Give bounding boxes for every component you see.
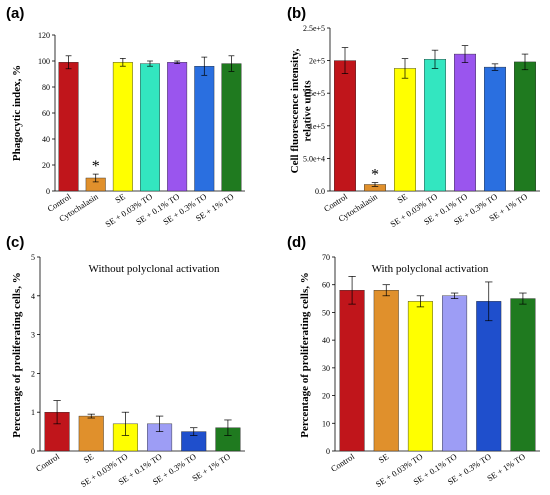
chart-title: With polyclonal activation: [372, 263, 489, 275]
x-tick-label: SE + 1% TO: [485, 451, 527, 483]
y-tick-label: 2.5e+5: [303, 24, 325, 33]
chart-panel-c: (c) 0 1 2 3 4 5 Percentage of proliferating cel…: [6, 234, 245, 489]
y-tick-label: 60: [42, 109, 50, 118]
y-axis-title-line-1: Cell fluorescence intensity,: [289, 48, 301, 173]
chart-panel-b: (b) 0.0 5.0e+4 1e+5 1.5e+5 2e+5 2.5e+5 Cell flu…: [287, 5, 540, 229]
y-tick-label: 20: [42, 161, 50, 170]
bar: SE + 1% TO: 198000: [514, 61, 537, 192]
bar: SE: 99: [112, 62, 133, 192]
bar: SE + 0.3% TO: 96: [194, 65, 215, 192]
bar: SE: 58: [373, 290, 399, 452]
y-tick-label: 20: [322, 392, 330, 401]
bar: SE + 0.1% TO: 56: [442, 295, 468, 452]
y-tick-label: 120: [38, 31, 50, 40]
bar: SE + 0.03% TO: 54: [407, 301, 433, 452]
y-tick-label: 40: [322, 336, 330, 345]
bar: SE + 1% TO: 98: [221, 63, 242, 192]
bar: SE + 0.1% TO: 210000: [454, 53, 477, 192]
panel-letter: (d): [287, 234, 306, 251]
chart-panel-d: (d) 0 10 20 30 40 50 60 70 Percentage of prolifer…: [287, 234, 540, 489]
chart-panel-a: (a) 0 20 40 60 80 100 120 Phagocytic index, % Con…: [6, 5, 245, 229]
y-tick-label: 10: [322, 419, 330, 428]
x-tick-label: SE: [82, 451, 96, 465]
y-axis-title: Percentage of proliferating cells, %: [299, 272, 311, 437]
bar: SE + 0.3% TO: 54: [476, 301, 502, 452]
bar: SE: 0.9: [78, 415, 104, 452]
significance-star: *: [92, 158, 100, 175]
y-axis-title: Phagocytic index, %: [11, 65, 23, 161]
y-tick-label: 50: [322, 308, 330, 317]
y-axis-title: Cell fluorescence intensity,relative uni…: [289, 48, 314, 173]
bar: Control: 200000: [334, 60, 357, 192]
chart-title: Without polyclonal activation: [89, 263, 220, 275]
y-tick-label: 5: [31, 253, 35, 262]
x-tick-label: Control: [34, 451, 62, 474]
y-axis-title: Percentage of proliferating cells, %: [11, 272, 23, 437]
y-tick-label: 5.0e+4: [303, 154, 325, 163]
bar: SE + 0.03% TO: 98: [140, 63, 160, 192]
x-tick-label: SE: [377, 451, 391, 465]
y-tick-label: 0: [326, 447, 330, 456]
y-tick-label: 70: [322, 253, 330, 262]
y-tick-label: 3: [31, 331, 35, 340]
y-tick-label: 0: [31, 447, 35, 456]
y-tick-label: 100: [38, 57, 50, 66]
bar: SE + 0.1% TO: 99: [167, 62, 188, 192]
panel-letter: (b): [287, 5, 306, 22]
significance-star: *: [371, 167, 379, 184]
bar: SE + 0.03% TO: 202000: [424, 59, 447, 192]
y-axis-title-line-2: relative units: [301, 80, 313, 142]
panel-letter: (a): [6, 5, 24, 22]
panel-letter: (c): [6, 234, 24, 251]
bar: SE + 1% TO: 55: [510, 298, 536, 452]
y-tick-label: 2e+5: [309, 57, 325, 66]
bar: SE + 0.3% TO: 190000: [484, 66, 507, 192]
y-tick-label: 0.0: [315, 187, 325, 196]
bar: SE: 188000: [394, 68, 417, 192]
x-tick-label: Control: [329, 451, 357, 474]
y-tick-label: 1: [31, 408, 35, 417]
x-tick-label: SE: [113, 191, 127, 205]
bar: Control: 58: [339, 290, 365, 452]
y-tick-label: 1.5e+5: [303, 89, 325, 98]
y-tick-label: 2: [31, 369, 35, 378]
y-tick-label: 40: [42, 135, 50, 144]
y-tick-label: 1e+5: [309, 122, 325, 131]
y-tick-label: 80: [42, 83, 50, 92]
y-tick-label: 60: [322, 281, 330, 290]
bar: Control: 99: [58, 62, 79, 192]
x-tick-label: SE + 1% TO: [190, 451, 232, 483]
y-tick-label: 0: [46, 187, 50, 196]
y-tick-label: 4: [31, 292, 35, 301]
x-tick-label: SE: [395, 191, 409, 205]
y-tick-label: 30: [322, 364, 330, 373]
